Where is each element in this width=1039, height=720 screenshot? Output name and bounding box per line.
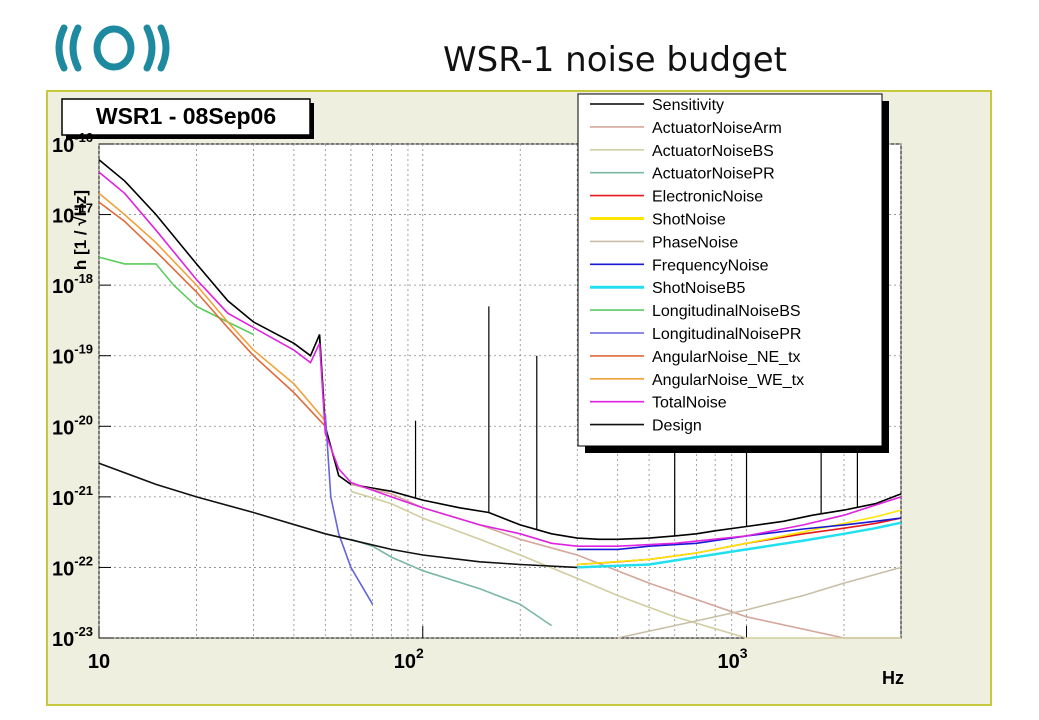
series-line xyxy=(350,490,901,639)
x-axis-label: Hz xyxy=(882,668,904,688)
series-line xyxy=(98,192,326,422)
y-tick-label: 10-20 xyxy=(52,412,93,439)
legend-label: ShotNoiseB5 xyxy=(652,280,745,297)
legend-label: TotalNoise xyxy=(652,395,727,412)
slide-title: WSR-1 noise budget xyxy=(443,40,787,80)
y-tick-label: 10-23 xyxy=(52,624,93,651)
y-tick-label: 10-18 xyxy=(52,271,93,298)
chart-title-box xyxy=(61,98,311,136)
series-line xyxy=(350,538,553,627)
x-tick-label: 10 xyxy=(88,651,110,673)
legend-label: ActuatorNoiseBS xyxy=(652,143,774,160)
y-tick-label: 10-21 xyxy=(52,483,93,510)
axis-ticks xyxy=(98,143,748,639)
series-line xyxy=(324,413,374,605)
legend-label: AngularNoise_NE_tx xyxy=(652,349,801,366)
legend-label: LongitudinalNoisePR xyxy=(652,326,801,343)
series-line xyxy=(350,483,901,639)
x-tick-labels: 10 102 103 xyxy=(88,645,748,673)
legend-box xyxy=(577,93,883,447)
y-tick-label: 10-16 xyxy=(52,130,93,157)
y-axis-label: h [1 / √Hz] xyxy=(71,190,90,270)
series-line xyxy=(577,509,902,566)
y-tick-labels: 10-23 10-22 10-21 10-20 10-19 10-18 10-17 10-16 xyxy=(52,130,93,651)
y-tick-label: 10-17 xyxy=(52,201,93,228)
x-tick-label: 103 xyxy=(718,645,748,673)
legend-label: FrequencyNoise xyxy=(652,257,769,274)
legend-label: ActuatorNoisePR xyxy=(652,166,775,183)
chart-title-shadow-bottom xyxy=(66,135,314,139)
legend-label: ActuatorNoiseArm xyxy=(652,120,782,137)
legend-label: PhaseNoise xyxy=(652,234,738,251)
chart-frame: WSR1 - 08Sep06 10 102 103 10-23 10-22 10-21 1… xyxy=(46,90,992,706)
noise-budget-chart: WSR1 - 08Sep06 10 102 103 10-2310-2210-211… xyxy=(52,93,904,688)
legend: Sensitivity ActuatorNoiseArm ActuatorNoise… xyxy=(577,93,889,453)
x-tick-label: 102 xyxy=(394,645,424,673)
legend-label: AngularNoise_WE_tx xyxy=(652,372,804,389)
chart-title: WSR1 - 08Sep06 xyxy=(96,103,276,129)
series-line xyxy=(577,521,902,569)
legend-label: Sensitivity xyxy=(652,97,724,114)
legend-label: Design xyxy=(652,418,702,435)
series-line xyxy=(98,171,902,548)
series-line xyxy=(98,462,578,569)
y-tick-label: 10-22 xyxy=(52,553,93,580)
series-line xyxy=(617,566,902,639)
y-tick-label: 10-19 xyxy=(52,342,93,369)
chart-title-shadow xyxy=(310,103,314,139)
series-line xyxy=(98,201,326,427)
legend-label: LongitudinalNoiseBS xyxy=(652,303,801,320)
legend-label: ElectronicNoise xyxy=(652,189,763,206)
legend-label: ShotNoise xyxy=(652,212,726,229)
ego-virgo-logo-icon xyxy=(55,24,170,72)
